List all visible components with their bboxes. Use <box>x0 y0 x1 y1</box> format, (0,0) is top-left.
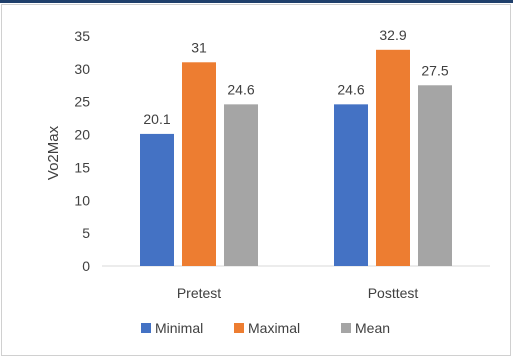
chart-area: Vo2Max 0 5 10 15 20 25 30 35 20.1 31 24.6 24.6 32.9… <box>1 4 511 356</box>
top-border-rule <box>0 0 513 3</box>
y-tick-label: 10 <box>74 192 90 208</box>
y-tick-label: 20 <box>74 127 90 143</box>
y-tick-label: 15 <box>74 159 90 175</box>
data-label: 24.6 <box>337 81 364 97</box>
category-label-pretest: Pretest <box>177 285 221 301</box>
y-tick-label: 35 <box>74 28 90 44</box>
data-label: 27.5 <box>421 62 448 78</box>
bar-maximal-pretest <box>182 62 216 267</box>
bar-mean-pretest <box>224 104 258 266</box>
data-label: 24.6 <box>227 81 254 97</box>
legend-label-minimal: Minimal <box>155 320 203 336</box>
category-label-posttest: Posttest <box>368 285 419 301</box>
legend: Minimal Maximal Mean <box>141 320 390 336</box>
y-axis-title: Vo2Max <box>45 125 62 180</box>
bar-mean-posttest <box>418 85 452 267</box>
legend-label-maximal: Maximal <box>248 320 300 336</box>
bar-minimal-posttest <box>334 104 368 266</box>
y-tick-label: 25 <box>74 94 90 110</box>
legend-swatch-mean <box>341 323 351 333</box>
bar-maximal-posttest <box>376 49 410 266</box>
data-label: 31 <box>191 39 207 55</box>
legend-swatch-minimal <box>141 323 151 333</box>
bar-chart: Vo2Max 0 5 10 15 20 25 30 35 20.1 31 24.6 24.6 32.9… <box>45 27 490 336</box>
legend-label-mean: Mean <box>355 320 390 336</box>
legend-swatch-maximal <box>234 323 244 333</box>
bar-minimal-pretest <box>140 133 174 266</box>
category-labels: Pretest Posttest <box>177 285 419 301</box>
y-tick-label: 0 <box>82 258 90 274</box>
data-label: 20.1 <box>143 111 170 127</box>
y-axis-ticks: 0 5 10 15 20 25 30 35 <box>74 28 90 274</box>
y-tick-label: 5 <box>82 225 90 241</box>
bar-series-group: 20.1 31 24.6 24.6 32.9 27.5 <box>140 27 452 267</box>
y-tick-label: 30 <box>74 61 90 77</box>
data-label: 32.9 <box>379 27 406 43</box>
